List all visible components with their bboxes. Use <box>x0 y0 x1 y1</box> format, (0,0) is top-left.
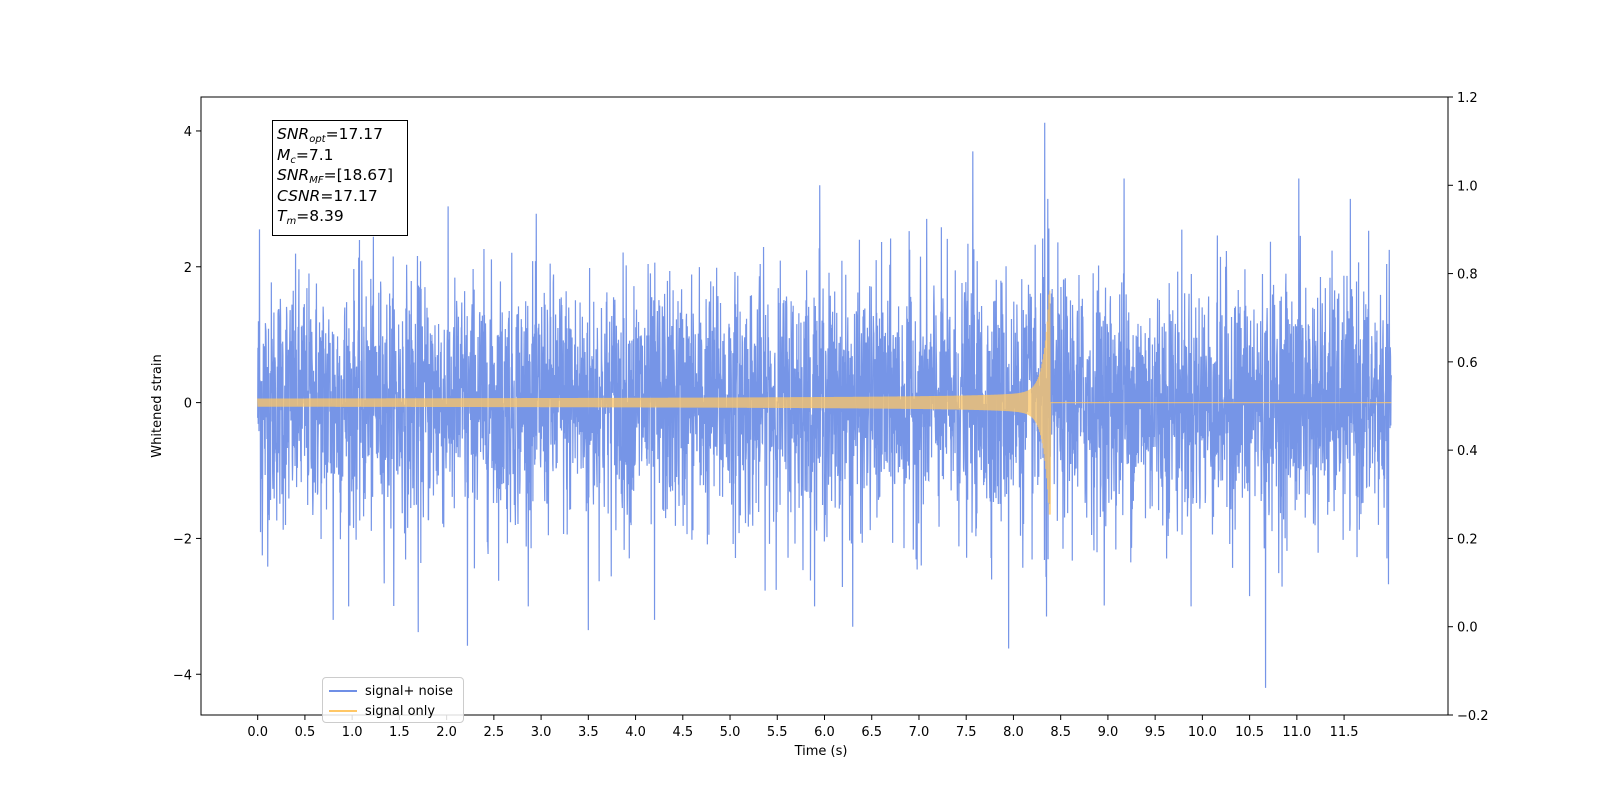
merger-time-symbol: T <box>277 207 287 225</box>
x-axis-label: Time (s) <box>794 744 848 759</box>
snr-opt-row: SNRopt=17.17 <box>277 124 407 145</box>
x-tick-label: 5.0 <box>720 725 741 740</box>
x-tick-label: 3.5 <box>578 725 599 740</box>
merger-time-value: =8.39 <box>296 207 344 225</box>
legend-item-signal-noise: signal+ noise <box>329 681 453 701</box>
x-tick-label: 2.5 <box>484 725 505 740</box>
x-tick-label: 2.0 <box>436 725 457 740</box>
y-tick-label: 2 <box>184 261 192 276</box>
x-tick-label: 10.0 <box>1188 725 1217 740</box>
legend-item-signal-only: signal only <box>329 701 435 721</box>
csnr-value: =17.17 <box>320 186 378 205</box>
x-tick-label: 6.0 <box>814 725 835 740</box>
x-tick-label: 1.0 <box>342 725 363 740</box>
chirp-mass-subscript: c <box>290 154 296 166</box>
stats-annotation-box: SNRopt=17.17 Mc=7.1 SNRMF=[18.67] CSNR=1… <box>272 120 408 236</box>
legend-label-signal-only: signal only <box>365 703 436 719</box>
merger-time-subscript: m <box>286 216 297 227</box>
snr-mf-subscript: MF <box>309 175 324 186</box>
y-tick-label: −2 <box>173 532 192 547</box>
x-tick-label: 4.0 <box>625 725 646 740</box>
y2-tick-label: 0.4 <box>1457 444 1478 459</box>
legend-swatch-signal-only <box>329 710 357 712</box>
x-tick-label: 11.5 <box>1330 725 1359 740</box>
x-tick-label: 0.5 <box>295 725 316 740</box>
series-layer <box>257 122 1392 688</box>
x-tick-label: 7.5 <box>956 725 977 740</box>
x-tick-label: 3.0 <box>531 725 552 740</box>
x-tick-label: 5.5 <box>767 725 788 740</box>
y2-tick-label: 0.8 <box>1457 268 1478 283</box>
x-tick-label: 10.5 <box>1235 725 1264 740</box>
chirp-mass-value: =7.1 <box>295 145 334 164</box>
y2-tick-label: 1.2 <box>1457 91 1478 106</box>
csnr-symbol: CSNR <box>277 186 321 205</box>
snr-mf-symbol: SNR <box>277 166 310 184</box>
y-tick-label: −4 <box>173 668 192 683</box>
legend: signal+ noise signal only <box>322 677 464 723</box>
chirp-mass-symbol: M <box>277 145 291 164</box>
csnr-row: CSNR=17.17 <box>277 186 407 207</box>
merger-time-row: Tm=8.39 <box>277 206 407 227</box>
series-line-signal-noise <box>257 122 1392 688</box>
series-line-signal-only <box>257 290 1392 515</box>
y2-tick-label: −0.2 <box>1457 709 1489 724</box>
x-tick-label: 1.5 <box>389 725 410 740</box>
snr-opt-value: =17.17 <box>325 125 383 143</box>
x-tick-label: 8.0 <box>1003 725 1024 740</box>
snr-mf-value: =[18.67] <box>323 166 394 184</box>
x-tick-label: 7.0 <box>909 725 930 740</box>
y2-tick-label: 0.0 <box>1457 621 1478 636</box>
chirp-mass-row: Mc=7.1 <box>277 145 407 166</box>
y2-tick-label: 1.0 <box>1457 179 1478 194</box>
y-tick-label: 0 <box>184 397 192 412</box>
x-tick-label: 11.0 <box>1282 725 1311 740</box>
y2-tick-label: 0.2 <box>1457 532 1478 547</box>
x-tick-label: 6.5 <box>861 725 882 740</box>
x-tick-label: 8.5 <box>1050 725 1071 740</box>
snr-opt-symbol: SNR <box>277 125 310 143</box>
y2-tick-label: 0.6 <box>1457 356 1478 371</box>
snr-opt-subscript: opt <box>309 134 326 145</box>
y-axis-left: 4 2 0 −2 −4 <box>173 125 201 683</box>
legend-label-signal-noise: signal+ noise <box>365 683 454 699</box>
x-tick-label: 9.5 <box>1145 725 1166 740</box>
x-tick-label: 0.0 <box>247 725 268 740</box>
legend-swatch-signal-noise <box>329 690 357 692</box>
snr-mf-row: SNRMF=[18.67] <box>277 165 407 186</box>
x-tick-label: 9.0 <box>1098 725 1119 740</box>
y-tick-label: 4 <box>184 125 192 140</box>
x-tick-label: 4.5 <box>672 725 693 740</box>
y-axis-label: Whitened strain <box>150 354 165 457</box>
x-axis: 0.0 0.5 1.0 1.5 2.0 2.5 3.0 3.5 4.0 4.5 5.0 5.5 6.0 6… <box>247 715 1359 740</box>
y-axis-right: 1.2 1.0 0.8 0.6 0.4 0.2 0.0 −0.2 <box>1448 91 1489 724</box>
